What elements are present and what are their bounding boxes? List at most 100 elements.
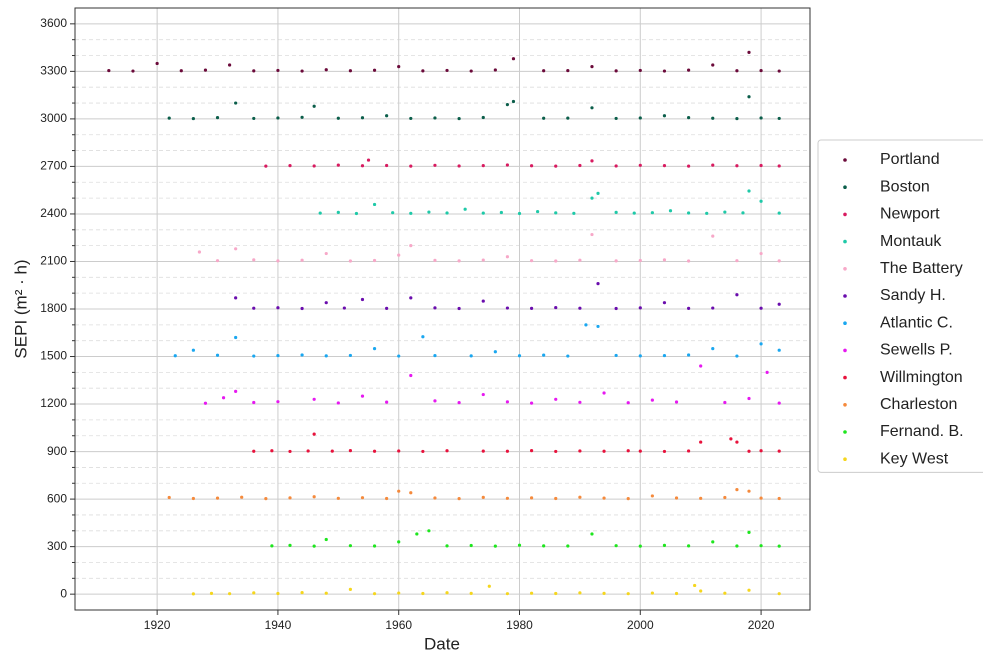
point — [493, 68, 497, 72]
point — [596, 282, 600, 286]
point — [312, 104, 316, 108]
point — [372, 544, 377, 548]
point — [699, 496, 703, 500]
point — [421, 449, 425, 454]
point — [391, 211, 395, 215]
point — [614, 116, 618, 121]
y-tick-label: 2400 — [40, 206, 67, 220]
point — [487, 584, 491, 588]
series — [270, 529, 781, 548]
point — [741, 211, 745, 215]
point — [264, 164, 268, 168]
point — [735, 544, 739, 548]
point — [191, 116, 195, 121]
legend-marker — [843, 375, 847, 380]
point — [215, 496, 220, 500]
point — [252, 306, 256, 310]
series — [197, 232, 781, 263]
point — [366, 158, 371, 162]
point — [777, 302, 781, 306]
point — [542, 544, 546, 548]
point — [276, 353, 280, 358]
point — [228, 592, 232, 596]
point — [747, 50, 751, 54]
point — [445, 68, 449, 73]
point — [360, 496, 365, 500]
point — [457, 259, 461, 263]
point — [481, 164, 485, 168]
point — [312, 432, 316, 436]
point — [511, 57, 516, 61]
point — [735, 116, 739, 121]
point — [252, 591, 256, 595]
point — [107, 68, 111, 73]
point — [505, 163, 510, 167]
point — [554, 591, 558, 596]
point — [372, 449, 377, 453]
point — [735, 293, 739, 297]
legend-marker — [843, 158, 847, 162]
point — [354, 211, 359, 216]
point — [300, 258, 304, 262]
series — [167, 488, 781, 501]
point — [433, 399, 437, 403]
point — [711, 63, 715, 67]
point — [777, 164, 781, 168]
point — [735, 354, 739, 358]
point — [687, 449, 691, 453]
series — [234, 282, 781, 311]
point — [614, 210, 618, 214]
point — [662, 543, 667, 547]
point — [457, 164, 461, 168]
point — [252, 258, 256, 262]
point — [276, 116, 280, 120]
point — [336, 401, 340, 405]
point — [481, 392, 485, 397]
y-tick-label: 1500 — [40, 349, 67, 363]
point — [735, 69, 739, 73]
point — [270, 449, 274, 453]
point — [336, 163, 340, 167]
point — [324, 354, 328, 358]
point — [300, 353, 304, 357]
point — [234, 101, 238, 105]
point — [234, 389, 238, 393]
point — [167, 495, 171, 500]
point — [626, 449, 630, 453]
point — [632, 211, 636, 215]
point — [318, 211, 322, 215]
point — [348, 353, 352, 358]
point — [638, 544, 642, 548]
point — [433, 353, 437, 358]
point — [397, 354, 401, 358]
point — [312, 495, 316, 499]
point — [747, 396, 751, 401]
point — [662, 353, 667, 358]
x-tick-label: 1960 — [385, 618, 412, 632]
point — [457, 306, 461, 311]
point — [687, 306, 691, 310]
point — [650, 591, 654, 595]
point — [542, 116, 546, 120]
point — [566, 544, 570, 548]
point — [336, 116, 340, 120]
point — [735, 440, 739, 444]
point — [759, 68, 763, 73]
point — [324, 591, 328, 595]
point — [759, 544, 763, 548]
point — [360, 394, 365, 398]
legend-label: Sewells P. — [880, 342, 953, 359]
legend-marker — [843, 321, 847, 326]
point — [662, 114, 667, 118]
point — [638, 258, 642, 263]
point — [306, 449, 310, 453]
point — [729, 437, 733, 441]
series — [252, 432, 781, 454]
point — [626, 592, 630, 596]
point — [469, 69, 473, 73]
point — [572, 211, 576, 215]
point — [711, 306, 715, 310]
point — [372, 258, 377, 263]
point — [759, 306, 763, 310]
point — [234, 247, 238, 251]
